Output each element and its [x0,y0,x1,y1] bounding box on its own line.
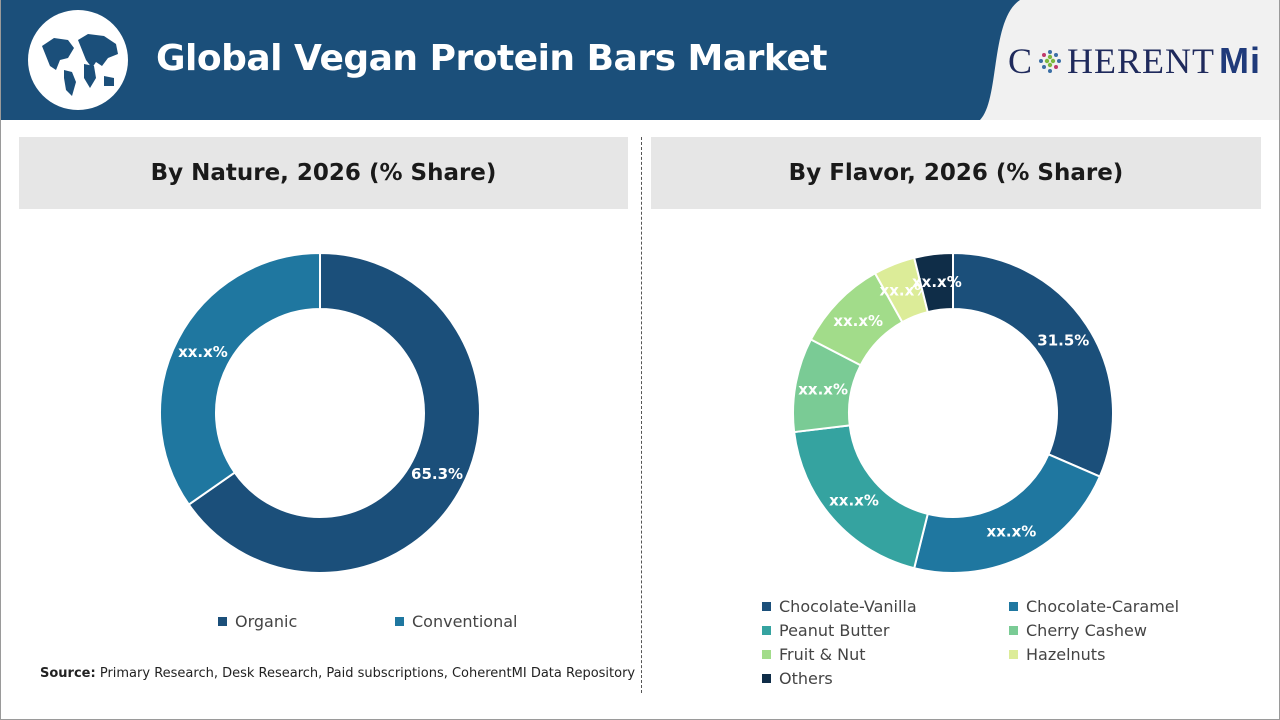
data-label: xx.x% [178,343,228,361]
data-label: xx.x% [798,380,848,398]
source-label: Source: [40,666,96,681]
donut-slice-others [912,251,954,314]
legend-item: Conventional [395,612,517,631]
legend-swatch [1009,650,1018,659]
logo-background [980,0,1280,120]
legend-swatch [762,626,771,635]
globe-icon [28,10,128,110]
data-label: xx.x% [880,281,930,299]
legend-swatch [762,602,771,611]
flavor-chart-title: By Flavor, 2026 (% Share) [651,137,1261,209]
legend-item: Others [762,669,833,688]
logo-globe-icon [1039,50,1062,73]
legend-label: Chocolate-Vanilla [779,597,917,616]
coherentmi-logo: C HERENT Mi [1008,40,1261,81]
page-title: Global Vegan Protein Bars Market [156,38,828,79]
donut-slice-conventional [159,251,321,506]
legend-item: Chocolate-Vanilla [762,597,917,616]
legend-label: Hazelnuts [1026,645,1106,664]
legend-swatch [218,617,227,626]
legend-swatch [1009,602,1018,611]
legend-swatch [762,650,771,659]
legend-label: Organic [235,612,298,631]
source-text: Primary Research, Desk Research, Paid su… [99,666,636,681]
donut-slice-organic [187,251,481,574]
data-label: 31.5% [1037,332,1089,350]
nature-chart-title: By Nature, 2026 (% Share) [19,137,628,209]
legend-item: Peanut Butter [762,621,889,640]
header-banner: Global Vegan Protein Bars Market C HEREN… [0,0,1280,120]
donut-slice-chocolate-vanilla [952,251,1114,478]
legend-item: Hazelnuts [1009,645,1105,664]
legend-label: Peanut Butter [779,621,890,640]
data-label: xx.x% [833,312,883,330]
legend-item: Cherry Cashew [1009,621,1147,640]
legend-item: Chocolate-Caramel [1009,597,1179,616]
legend-swatch [762,674,771,683]
legend-label: Conventional [412,612,518,631]
source-note: Source: Primary Research, Desk Research,… [40,666,635,681]
data-label: xx.x% [987,522,1037,540]
data-label: 65.3% [411,465,463,483]
panel-divider [641,137,642,693]
legend-swatch [395,617,404,626]
data-label: xx.x% [829,491,879,509]
legend-swatch [1009,626,1018,635]
legend-item: Fruit & Nut [762,645,866,664]
legend-label: Fruit & Nut [779,645,866,664]
legend-label: Chocolate-Caramel [1026,597,1180,616]
legend-label: Cherry Cashew [1026,621,1147,640]
legend-item: Organic [218,612,297,631]
legend-label: Others [779,669,833,688]
data-label: xx.x% [912,273,962,291]
